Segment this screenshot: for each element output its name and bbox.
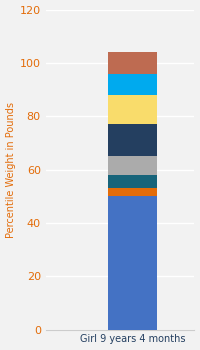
Bar [108,196,157,330]
Bar [108,175,157,188]
Bar [108,52,157,74]
Bar [108,124,157,156]
Bar [108,95,157,124]
Bar [108,188,157,196]
Y-axis label: Percentile Weight in Pounds: Percentile Weight in Pounds [6,102,16,238]
Bar [108,156,157,175]
Bar [108,74,157,95]
